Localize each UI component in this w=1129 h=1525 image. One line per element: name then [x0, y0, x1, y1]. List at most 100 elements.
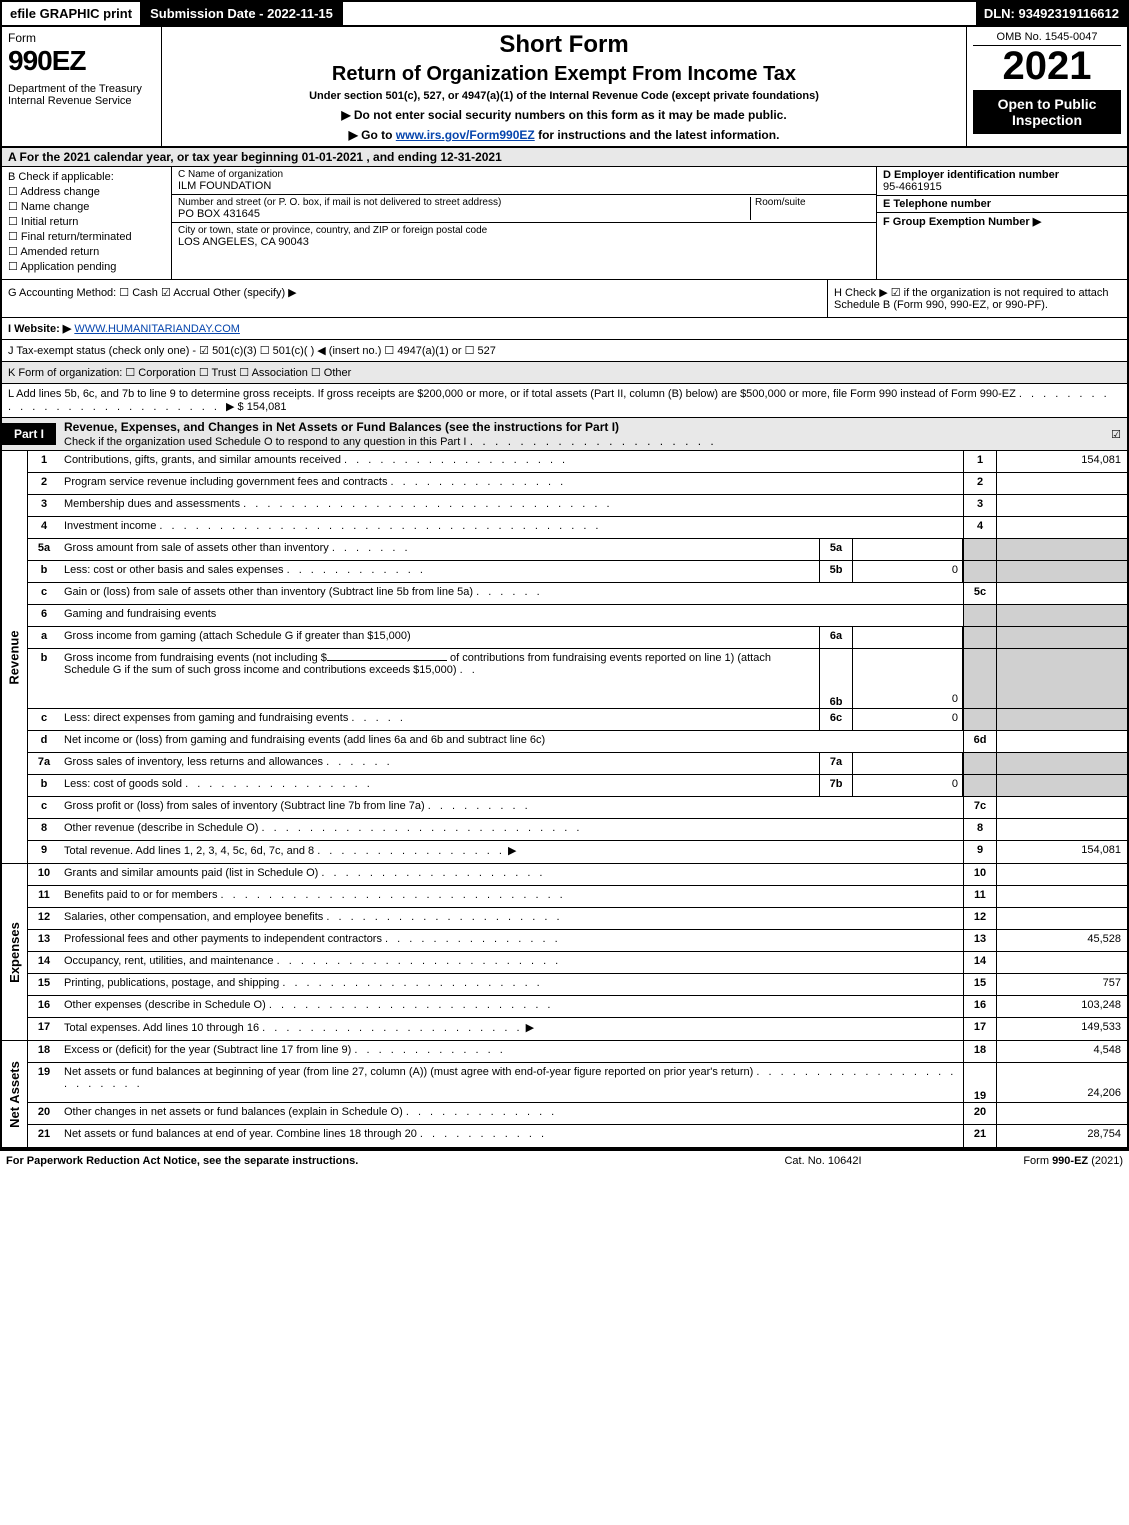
- irs-link[interactable]: www.irs.gov/Form990EZ: [396, 128, 535, 142]
- department-label: Department of the Treasury Internal Reve…: [8, 83, 155, 107]
- city-value: LOS ANGELES, CA 90043: [178, 236, 870, 248]
- instr-post: for instructions and the latest informat…: [535, 128, 780, 142]
- revenue-section: Revenue 1Contributions, gifts, grants, a…: [0, 451, 1129, 864]
- col-b-checkboxes: B Check if applicable: ☐ Address change …: [2, 167, 172, 279]
- form-number: 990EZ: [8, 45, 155, 77]
- row-l-gross-receipts: L Add lines 5b, 6c, and 7b to line 9 to …: [0, 384, 1129, 418]
- line-13-value: 45,528: [997, 930, 1127, 951]
- line-6b-pre: Gross income from fundraising events (no…: [64, 652, 327, 664]
- room-label: Room/suite: [755, 197, 870, 208]
- city-row: City or town, state or province, country…: [172, 223, 876, 250]
- line-19-value: 24,206: [997, 1063, 1127, 1102]
- schedule-b-check: H Check ▶ ☑ if the organization is not r…: [827, 280, 1127, 317]
- line-18-value: 4,548: [997, 1041, 1127, 1062]
- block-bcdef: B Check if applicable: ☐ Address change …: [0, 167, 1129, 280]
- header-center: Short Form Return of Organization Exempt…: [162, 27, 967, 146]
- line-3-value: [997, 495, 1127, 516]
- form-ref: Form 990-EZ (2021): [923, 1155, 1123, 1167]
- efile-print-button[interactable]: efile GRAPHIC print: [2, 2, 142, 25]
- line-2-value: [997, 473, 1127, 494]
- col-c-org-info: C Name of organization ILM FOUNDATION Nu…: [172, 167, 877, 279]
- row-i-website: I Website: ▶ WWW.HUMANITARIANDAY.COM: [0, 318, 1129, 340]
- top-bar: efile GRAPHIC print Submission Date - 20…: [0, 0, 1129, 27]
- line-7a-value: [853, 753, 963, 774]
- arrow-icon: ▶: [526, 1022, 534, 1034]
- group-exemption-label: F Group Exemption Number ▶: [883, 215, 1121, 228]
- line-1-value: 154,081: [997, 451, 1127, 472]
- expenses-side-label: Expenses: [2, 864, 28, 1040]
- line-16-value: 103,248: [997, 996, 1127, 1017]
- form-title: Return of Organization Exempt From Incom…: [168, 63, 960, 86]
- line-5c-value: [997, 583, 1127, 604]
- street-value: PO BOX 431645: [178, 208, 750, 220]
- line-7b-value: 0: [853, 775, 963, 796]
- inspection-badge: Open to Public Inspection: [973, 90, 1121, 134]
- website-label: I Website: ▶: [8, 323, 71, 335]
- line-10-value: [997, 864, 1127, 885]
- chk-name-change[interactable]: ☐ Name change: [8, 200, 165, 213]
- org-name-row: C Name of organization ILM FOUNDATION: [172, 167, 876, 195]
- website-link[interactable]: WWW.HUMANITARIANDAY.COM: [74, 323, 240, 335]
- group-exemption-row: F Group Exemption Number ▶: [877, 213, 1127, 230]
- form-footer: For Paperwork Reduction Act Notice, see …: [0, 1149, 1129, 1171]
- dln: DLN: 93492319116612: [976, 2, 1127, 25]
- ein-row: D Employer identification number 95-4661…: [877, 167, 1127, 196]
- col-def: D Employer identification number 95-4661…: [877, 167, 1127, 279]
- part-1-title: Revenue, Expenses, and Changes in Net As…: [56, 418, 1111, 450]
- instr-ssn: ▶ Do not enter social security numbers o…: [168, 108, 960, 122]
- line-8-value: [997, 819, 1127, 840]
- row-a-tax-year: A For the 2021 calendar year, or tax yea…: [0, 148, 1129, 167]
- spacer: [343, 2, 976, 25]
- street-label: Number and street (or P. O. box, if mail…: [178, 197, 750, 208]
- line-11-value: [997, 886, 1127, 907]
- chk-amended-return[interactable]: ☐ Amended return: [8, 245, 165, 258]
- part-1-header: Part I Revenue, Expenses, and Changes in…: [0, 418, 1129, 451]
- chk-application-pending[interactable]: ☐ Application pending: [8, 260, 165, 273]
- line-12-value: [997, 908, 1127, 929]
- line-6c-value: 0: [853, 709, 963, 730]
- line-5b-value: 0: [853, 561, 963, 582]
- line-6b-value: 0: [853, 649, 963, 708]
- form-label: Form: [8, 31, 155, 45]
- line-20-value: [997, 1103, 1127, 1124]
- b-label: B Check if applicable:: [8, 171, 165, 183]
- row-gh: G Accounting Method: ☐ Cash ☑ Accrual Ot…: [0, 280, 1129, 318]
- ein-label: D Employer identification number: [883, 169, 1121, 181]
- revenue-lines: 1Contributions, gifts, grants, and simil…: [28, 451, 1127, 863]
- row-k-org-form: K Form of organization: ☐ Corporation ☐ …: [0, 362, 1129, 384]
- under-section-text: Under section 501(c), 527, or 4947(a)(1)…: [168, 90, 960, 102]
- org-name: ILM FOUNDATION: [178, 180, 870, 192]
- line-4-value: [997, 517, 1127, 538]
- submission-date: Submission Date - 2022-11-15: [142, 2, 343, 25]
- city-label: City or town, state or province, country…: [178, 225, 870, 236]
- instr-link-row: ▶ Go to www.irs.gov/Form990EZ for instru…: [168, 128, 960, 142]
- part-1-sub: Check if the organization used Schedule …: [64, 436, 466, 448]
- phone-row: E Telephone number: [877, 196, 1127, 213]
- tax-year: 2021: [973, 46, 1121, 86]
- l-value: ▶ $ 154,081: [226, 401, 286, 413]
- arrow-icon: ▶: [508, 845, 516, 857]
- line-6a-value: [853, 627, 963, 648]
- expenses-section: Expenses 10Grants and similar amounts pa…: [0, 864, 1129, 1041]
- chk-initial-return[interactable]: ☐ Initial return: [8, 215, 165, 228]
- paperwork-notice: For Paperwork Reduction Act Notice, see …: [6, 1155, 723, 1167]
- revenue-side-label: Revenue: [2, 451, 28, 863]
- net-assets-side-label: Net Assets: [2, 1041, 28, 1147]
- net-assets-lines: 18Excess or (deficit) for the year (Subt…: [28, 1041, 1127, 1147]
- ein-value: 95-4661915: [883, 181, 1121, 193]
- instr-pre: ▶ Go to: [349, 128, 396, 142]
- phone-label: E Telephone number: [883, 198, 1121, 210]
- net-assets-section: Net Assets 18Excess or (deficit) for the…: [0, 1041, 1129, 1149]
- part-1-tag: Part I: [2, 423, 56, 445]
- chk-address-change[interactable]: ☐ Address change: [8, 185, 165, 198]
- header-left: Form 990EZ Department of the Treasury In…: [2, 27, 162, 146]
- form-header: Form 990EZ Department of the Treasury In…: [0, 27, 1129, 148]
- line-6d-value: [997, 731, 1127, 752]
- line-14-value: [997, 952, 1127, 973]
- line-7c-value: [997, 797, 1127, 818]
- part-1-checkbox[interactable]: ☑: [1111, 428, 1127, 441]
- line-15-value: 757: [997, 974, 1127, 995]
- accounting-method: G Accounting Method: ☐ Cash ☑ Accrual Ot…: [2, 280, 827, 317]
- chk-final-return[interactable]: ☐ Final return/terminated: [8, 230, 165, 243]
- catalog-number: Cat. No. 10642I: [723, 1155, 923, 1167]
